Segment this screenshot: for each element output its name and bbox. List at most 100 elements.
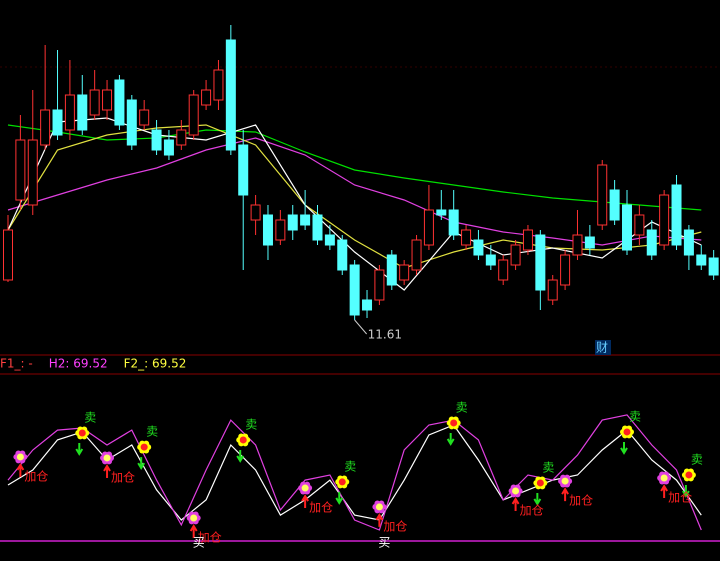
sell-arrow <box>75 442 84 456</box>
candle-body <box>52 109 63 136</box>
add-arrow <box>511 496 520 511</box>
add-label: 加仓 <box>668 491 692 505</box>
add-arrow <box>660 484 668 499</box>
candle-body <box>485 254 496 266</box>
sell-arrow <box>682 484 690 498</box>
candle-body <box>225 39 236 151</box>
sell-arrow <box>236 449 245 463</box>
candle-body <box>671 184 682 246</box>
status-text: H2: 69.52 <box>49 357 108 371</box>
add-label: 加仓 <box>569 494 593 508</box>
candle-body <box>126 99 137 146</box>
signal-flower <box>620 425 634 439</box>
candle-body <box>362 299 373 311</box>
candle-body <box>324 234 335 246</box>
candle-body <box>287 214 298 231</box>
sell-label: 卖 <box>691 452 703 466</box>
signal-flower <box>533 476 548 490</box>
candle-body <box>708 257 719 276</box>
indicator-line <box>7 124 702 269</box>
candle-body <box>622 204 632 251</box>
candle-body <box>547 279 558 301</box>
flower-center <box>660 474 668 482</box>
add-arrow <box>375 512 384 527</box>
sell-arrow <box>620 441 628 455</box>
candle-body <box>683 229 694 256</box>
signal-flower <box>100 451 115 465</box>
status-text: F2_: 69.52 <box>124 357 187 371</box>
signal-flower <box>13 450 28 464</box>
sell-label: 卖 <box>456 400 468 414</box>
candle-body <box>151 129 162 151</box>
signal-flower <box>186 511 201 525</box>
candle-body <box>473 239 484 256</box>
signal-flower <box>298 481 313 495</box>
candle-body <box>64 94 75 131</box>
add-label: 加仓 <box>24 469 48 483</box>
badge-box <box>595 340 611 355</box>
candle-body <box>238 144 249 196</box>
candle-body <box>560 254 571 286</box>
candle-body <box>510 244 521 266</box>
candle-body <box>27 139 38 206</box>
indicator-line <box>7 124 702 211</box>
flower-center <box>16 453 24 461</box>
buy-label: 买 <box>378 536 390 550</box>
candle-body <box>411 239 422 271</box>
sell-label: 卖 <box>629 409 641 423</box>
candle-body <box>349 264 360 316</box>
candle-body <box>461 229 472 246</box>
signal-flower <box>236 433 251 447</box>
candle-body <box>572 234 583 256</box>
candle-body <box>176 129 187 146</box>
indicator-line <box>7 424 702 521</box>
signal-flower <box>446 416 461 430</box>
candle-body <box>77 94 88 131</box>
flower-center <box>140 443 148 451</box>
candle-body <box>337 239 348 271</box>
flower-center <box>623 428 631 436</box>
candle-body <box>423 209 434 246</box>
candle-body <box>374 269 385 301</box>
candle-body <box>312 214 323 241</box>
signal-flower <box>508 484 523 498</box>
candle-body <box>262 214 273 246</box>
candle-body <box>15 139 26 201</box>
sell-arrow <box>137 457 146 471</box>
signal-flower <box>372 500 387 514</box>
candle-body <box>250 204 261 221</box>
flower-center <box>338 478 346 486</box>
signal-flower <box>657 471 672 485</box>
buy-label: 买 <box>193 536 205 550</box>
add-label: 加仓 <box>309 501 333 515</box>
add-label: 加仓 <box>383 519 407 533</box>
candle-body <box>40 109 51 146</box>
candle-body <box>89 89 100 116</box>
candle-body <box>114 79 125 126</box>
flower-center <box>375 503 383 511</box>
flower-center <box>103 454 111 462</box>
add-arrow <box>103 464 111 478</box>
candle-body <box>399 264 410 281</box>
add-label: 加仓 <box>520 503 544 517</box>
candle-body <box>300 214 311 226</box>
flower-center <box>301 484 309 492</box>
candle-body <box>498 259 509 281</box>
add-arrow <box>16 462 25 477</box>
candle-body <box>3 229 13 281</box>
sell-label: 卖 <box>344 459 356 473</box>
sell-arrow <box>335 491 344 505</box>
candle-body <box>163 139 174 156</box>
signal-flower <box>681 468 696 482</box>
flower-center <box>239 436 247 444</box>
indicator-line <box>7 414 702 531</box>
signal-flower <box>558 474 573 488</box>
flower-center <box>450 419 458 427</box>
candle-body <box>535 234 546 291</box>
candle-body <box>696 254 707 266</box>
sell-label: 卖 <box>245 417 257 431</box>
signal-flower <box>335 475 350 489</box>
add-label: 加仓 <box>198 530 222 544</box>
low-label: 11.61 <box>368 328 402 342</box>
flower-center <box>78 429 86 437</box>
